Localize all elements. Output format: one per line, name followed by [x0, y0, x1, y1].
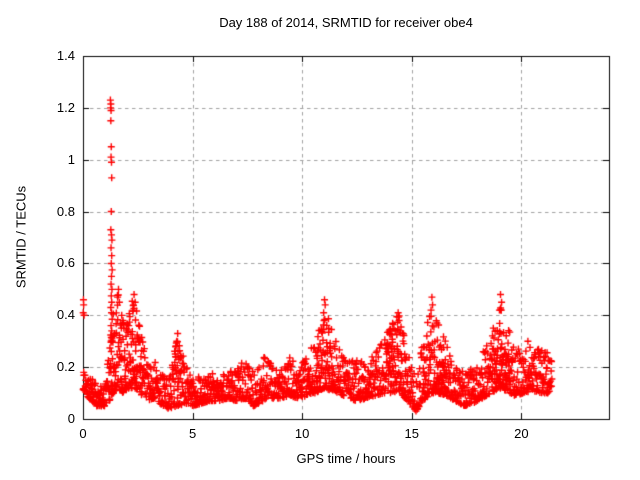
x-tick-label: 0: [79, 426, 87, 441]
y-tick-label: 0.4: [56, 307, 75, 323]
y-tick-label: 0.6: [56, 255, 75, 271]
x-tick-label: 15: [404, 426, 419, 441]
y-tick-label: 1.4: [56, 48, 75, 63]
y-tick-label: 0.8: [56, 203, 75, 219]
chart-title: Day 188 of 2014, SRMTID for receiver obe…: [219, 15, 473, 30]
y-tick-label: 0: [67, 411, 75, 426]
x-tick-label: 20: [514, 426, 529, 441]
y-axis-label: SRMTID / TECUs: [13, 185, 29, 289]
x-tick-label: 5: [188, 426, 197, 441]
y-tick-label: 1.2: [56, 99, 75, 115]
x-axis-label: GPS time / hours: [296, 451, 396, 466]
y-tick-label: 0.2: [56, 359, 75, 375]
y-tick-label: 1: [67, 151, 75, 167]
x-tick-label: 10: [294, 426, 310, 441]
